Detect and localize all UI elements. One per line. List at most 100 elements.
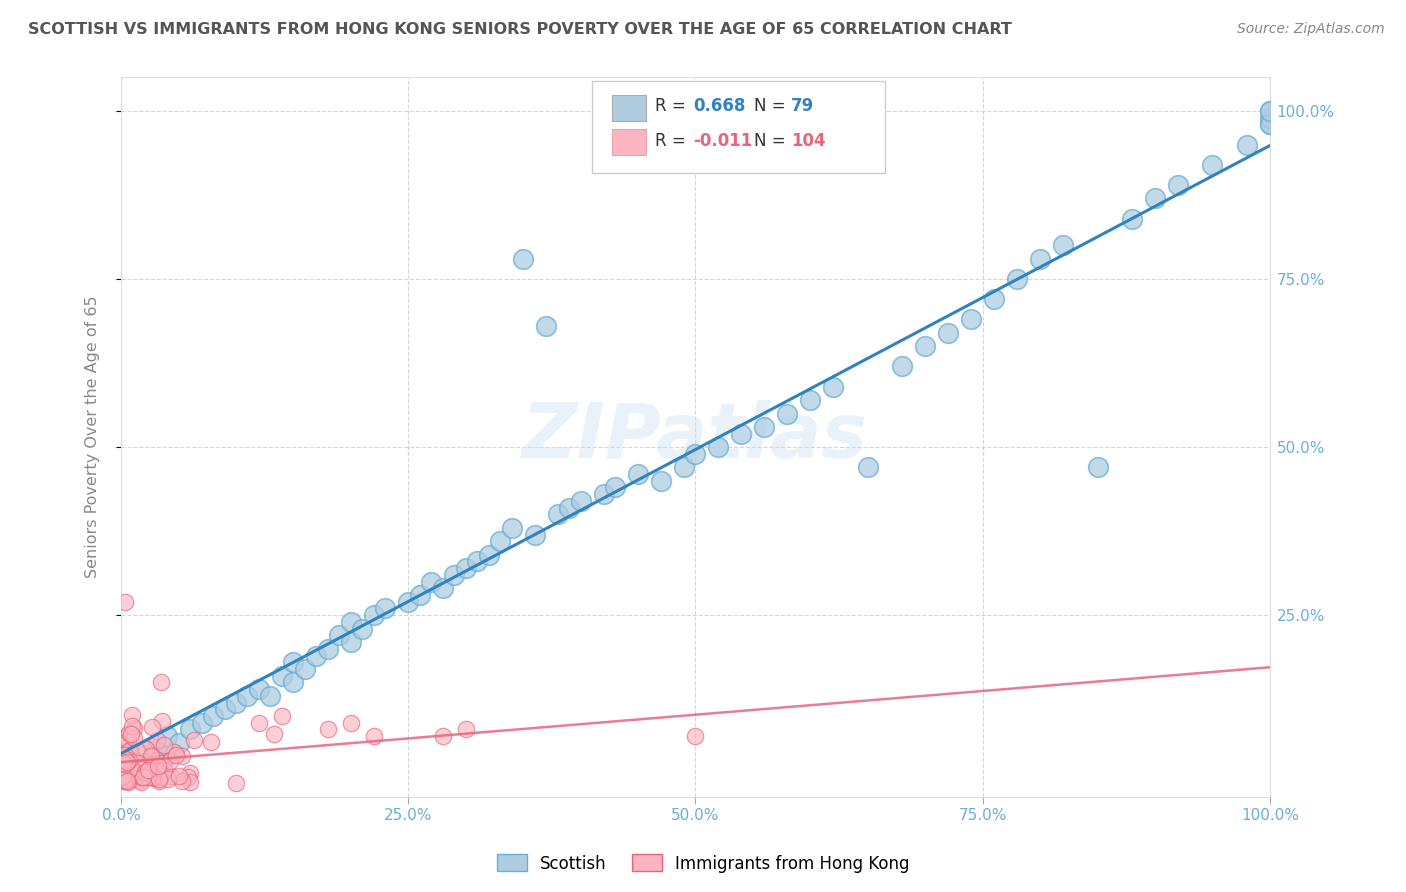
Point	[112, 773, 135, 788]
Point	[120, 770, 142, 784]
Point	[128, 761, 150, 775]
Point	[603, 480, 626, 494]
Point	[179, 774, 201, 789]
Point	[122, 752, 145, 766]
Point	[592, 487, 614, 501]
Point	[156, 729, 179, 743]
Point	[569, 494, 592, 508]
Point	[420, 574, 443, 589]
Point	[1121, 211, 1143, 226]
Point	[179, 765, 201, 780]
Point	[316, 723, 339, 737]
Point	[114, 772, 136, 787]
Point	[114, 757, 136, 772]
Point	[1005, 272, 1028, 286]
Point	[141, 755, 163, 769]
Point	[512, 252, 534, 266]
Point	[1258, 111, 1281, 125]
Point	[118, 725, 141, 739]
Text: R =: R =	[655, 97, 692, 115]
Text: N =: N =	[754, 97, 792, 115]
Point	[148, 759, 170, 773]
Point	[167, 736, 190, 750]
Point	[142, 771, 165, 785]
Point	[149, 769, 172, 783]
Point	[136, 770, 159, 784]
Point	[685, 447, 707, 461]
Point	[111, 771, 134, 785]
Point	[799, 393, 821, 408]
Point	[148, 774, 170, 789]
Point	[132, 756, 155, 770]
Point	[409, 588, 432, 602]
Point	[120, 746, 142, 760]
Point	[432, 582, 454, 596]
Point	[127, 744, 149, 758]
Text: Source: ZipAtlas.com: Source: ZipAtlas.com	[1237, 22, 1385, 37]
Point	[128, 760, 150, 774]
Point	[1258, 118, 1281, 132]
FancyBboxPatch shape	[612, 129, 647, 155]
Point	[627, 467, 650, 481]
Point	[1087, 460, 1109, 475]
Point	[340, 615, 363, 629]
Point	[112, 754, 135, 768]
Point	[112, 731, 135, 745]
Point	[135, 742, 157, 756]
Point	[115, 755, 138, 769]
Point	[558, 500, 581, 515]
Point	[112, 772, 135, 787]
Point	[111, 756, 134, 770]
Point	[115, 774, 138, 789]
Point	[259, 689, 281, 703]
Text: 104: 104	[790, 132, 825, 150]
Point	[114, 773, 136, 788]
Point	[547, 508, 569, 522]
Point	[115, 768, 138, 782]
Point	[263, 727, 285, 741]
Point	[159, 754, 181, 768]
Point	[283, 655, 305, 669]
Point	[271, 709, 294, 723]
Point	[118, 744, 141, 758]
Point	[685, 729, 707, 743]
Point	[247, 682, 270, 697]
Point	[112, 747, 135, 762]
Point	[340, 635, 363, 649]
Point	[225, 696, 247, 710]
Point	[122, 731, 145, 745]
Point	[730, 426, 752, 441]
Point	[127, 756, 149, 771]
Point	[152, 756, 174, 770]
Point	[707, 440, 730, 454]
Text: SCOTTISH VS IMMIGRANTS FROM HONG KONG SENIORS POVERTY OVER THE AGE OF 65 CORRELA: SCOTTISH VS IMMIGRANTS FROM HONG KONG SE…	[28, 22, 1012, 37]
Point	[1143, 191, 1166, 205]
Point	[534, 319, 557, 334]
Point	[672, 460, 695, 475]
Point	[111, 769, 134, 783]
Point	[1201, 158, 1223, 172]
Point	[150, 675, 173, 690]
Point	[1258, 118, 1281, 132]
Point	[141, 720, 163, 734]
Point	[129, 774, 152, 789]
Point	[136, 756, 159, 771]
Point	[856, 460, 879, 475]
Point	[146, 756, 169, 771]
Point	[117, 732, 139, 747]
Point	[118, 753, 141, 767]
Point	[111, 761, 134, 775]
Point	[121, 763, 143, 777]
Point	[149, 756, 172, 771]
Point	[150, 714, 173, 728]
Point	[200, 735, 222, 749]
Point	[117, 775, 139, 789]
Point	[122, 767, 145, 781]
Point	[363, 608, 385, 623]
Point	[121, 772, 143, 786]
Point	[328, 628, 350, 642]
Point	[145, 742, 167, 756]
Point	[114, 595, 136, 609]
Point	[121, 764, 143, 779]
Text: 0.668: 0.668	[693, 97, 745, 115]
